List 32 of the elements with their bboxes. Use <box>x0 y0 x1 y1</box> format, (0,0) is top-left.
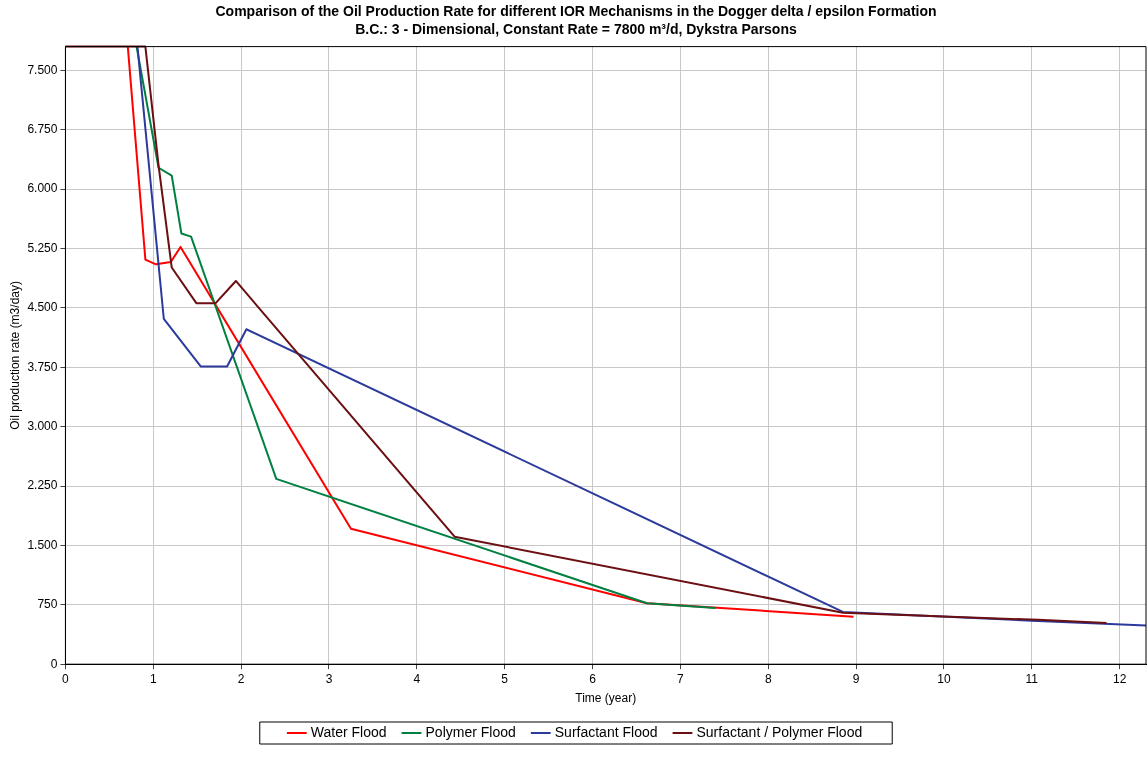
x-tick-label: 11 <box>1025 671 1039 686</box>
x-tick-label: 5 <box>501 671 509 686</box>
y-tick-label: 5.250 <box>27 240 58 255</box>
y-tick-label: 2.250 <box>27 478 58 493</box>
x-tick-label: 6 <box>589 671 597 686</box>
y-tick-label: 3.000 <box>27 418 58 433</box>
y-tick-label: 7.500 <box>27 62 58 77</box>
legend-label: Surfactant / Polymer Flood <box>696 723 863 740</box>
y-axis-title: Oil production rate (m3/day) <box>7 281 22 430</box>
x-tick-label: 4 <box>413 671 421 686</box>
y-tick-label: 0 <box>50 656 58 671</box>
x-tick-label: 0 <box>62 671 70 686</box>
x-axis-title: Time (year) <box>575 691 637 706</box>
legend-label: Polymer Flood <box>425 723 516 740</box>
x-tick-label: 1 <box>149 671 157 686</box>
chart-title: Comparison of the Oil Production Rate for different IOR Mechanisms in the Dogger delta / epsilon Formation <box>215 3 937 20</box>
y-tick-label: 750 <box>37 597 58 612</box>
x-tick-label: 2 <box>237 671 245 686</box>
y-tick-label: 4.500 <box>27 300 58 315</box>
x-tick-label: 9 <box>852 671 860 686</box>
y-tick-label: 3.750 <box>27 359 58 374</box>
legend-label: Surfactant Flood <box>554 723 658 740</box>
x-tick-label: 12 <box>1112 671 1127 686</box>
x-tick-label: 7 <box>677 671 685 686</box>
x-tick-label: 3 <box>325 671 333 686</box>
y-tick-label: 6.750 <box>27 122 58 137</box>
x-tick-label: 8 <box>764 671 772 686</box>
legend-label: Water Flood <box>310 723 387 740</box>
y-tick-label: 6.000 <box>27 181 58 196</box>
chart-subtitle: B.C.: 3 - Dimensional, Constant Rate = 7800 m³/d, Dykstra Parsons <box>355 21 797 38</box>
x-tick-label: 10 <box>937 671 951 686</box>
y-tick-label: 1.500 <box>27 537 58 552</box>
